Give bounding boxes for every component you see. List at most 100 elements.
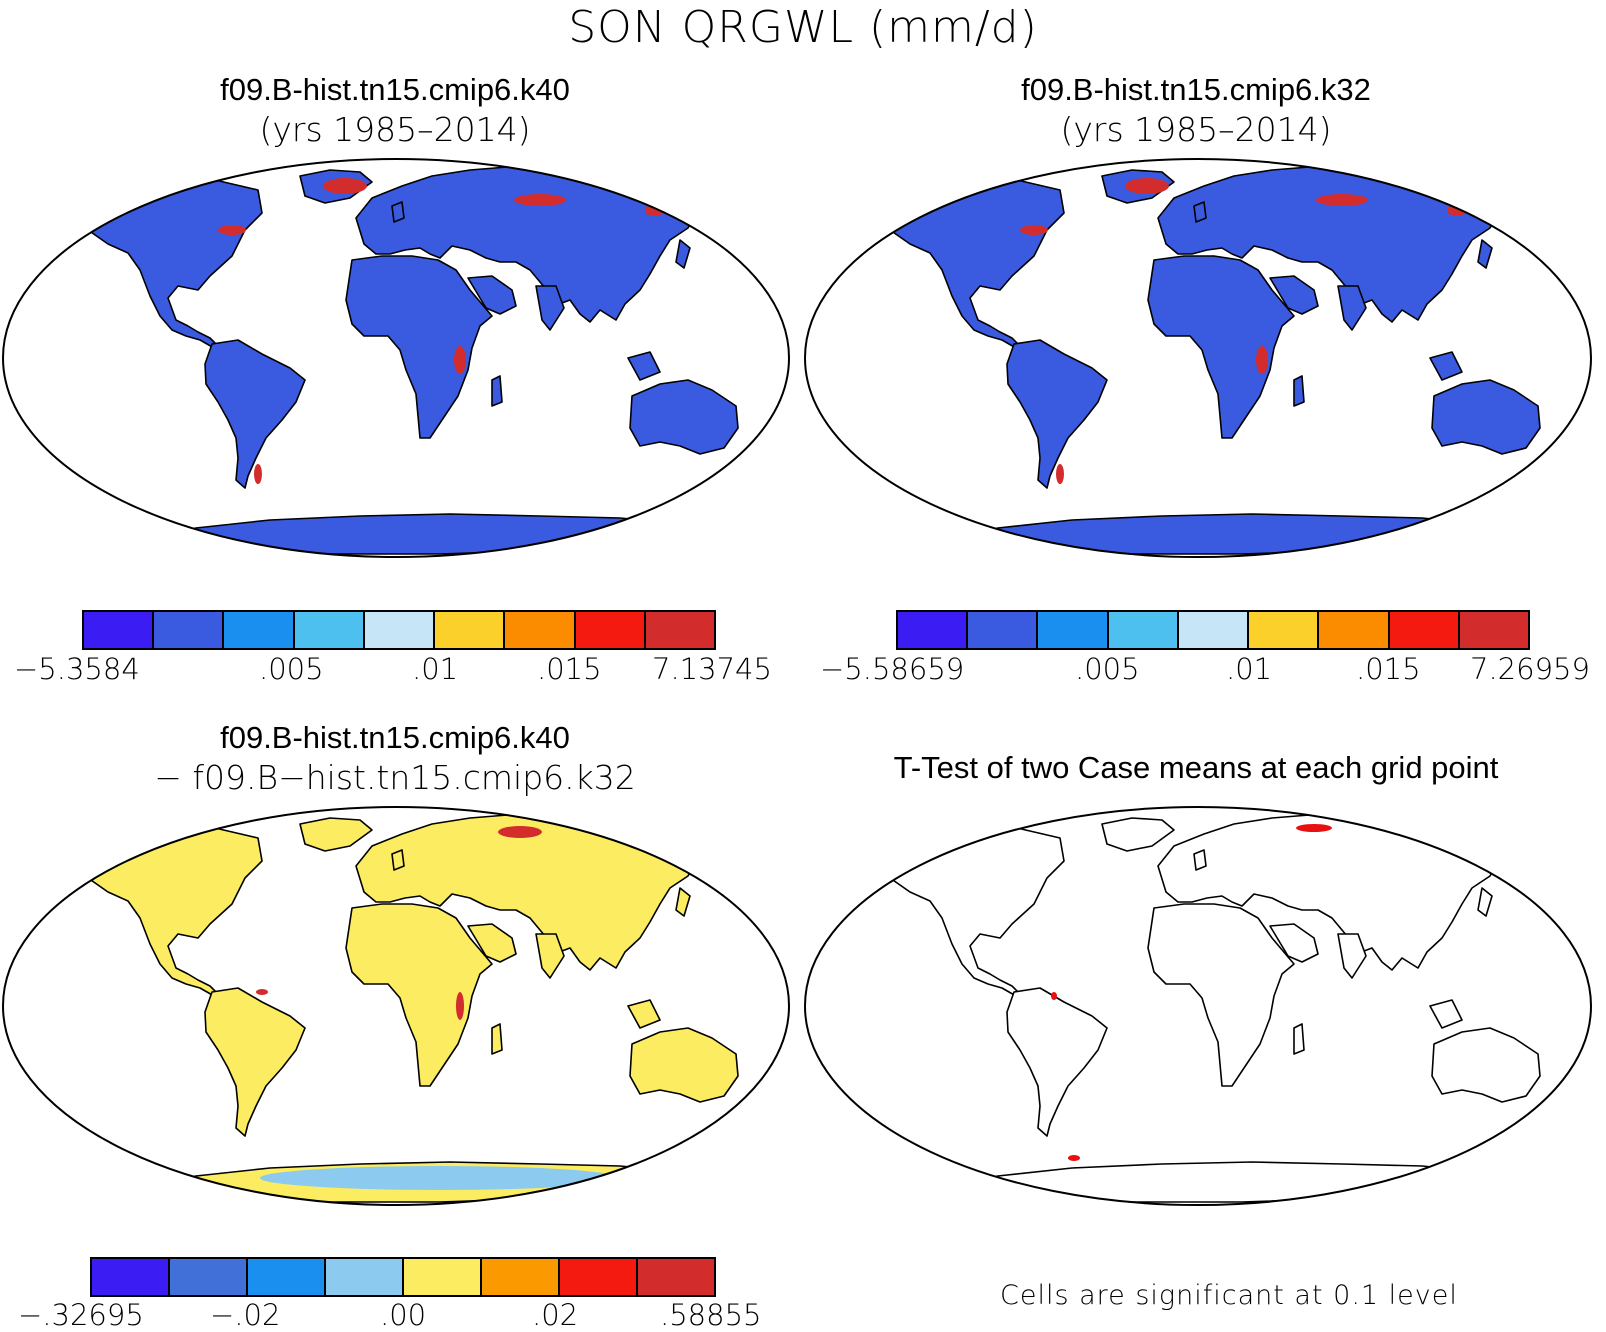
land-japan: [1477, 887, 1493, 917]
land-greenland: [299, 817, 373, 852]
land-australia: [629, 379, 739, 455]
map-panel-difference: [2, 806, 790, 1206]
colorbar-swatch: [575, 612, 646, 648]
hotspot-greenland: [1125, 178, 1169, 194]
colorbar-swatch: [638, 1259, 714, 1295]
land-newzealand: [765, 453, 779, 481]
land-northAmerica: [889, 179, 1065, 355]
hotspot-patagonia: [254, 464, 262, 484]
cb3-label-min: −.32695: [18, 1298, 144, 1332]
colorbar-swatch: [968, 612, 1039, 648]
land-arabia: [467, 275, 517, 315]
land-greenland: [1101, 817, 1175, 852]
cb1-label-min: −5.3584: [14, 652, 140, 686]
map-boundary: [2, 158, 790, 558]
land-australia: [1431, 379, 1541, 455]
land-antarctica: [951, 513, 1483, 555]
land-australia: [1431, 1027, 1541, 1103]
land-madagascar: [1293, 1023, 1305, 1055]
colorbar-swatch: [645, 612, 714, 648]
panel3-title-case: f09.B-hist.tn15.cmip6.k40: [220, 720, 570, 755]
colorbar-swatch: [505, 612, 576, 648]
hotspot-east-africa: [454, 346, 466, 374]
panel2-title-years: (yrs 1985–2014): [1060, 110, 1332, 149]
land-india: [535, 933, 565, 979]
land-antarctica: [149, 513, 681, 555]
colorbar-swatch: [84, 612, 155, 648]
land-japan: [675, 887, 691, 917]
land-southAmerica: [1006, 339, 1108, 489]
colorbar-swatch: [170, 1259, 248, 1295]
colorbar-swatch: [294, 612, 365, 648]
land-africa: [1147, 903, 1295, 1087]
land-borneo: [627, 351, 661, 381]
land-africa: [345, 903, 493, 1087]
cb3-label-02: .02: [532, 1298, 579, 1332]
cb1-label-01: .01: [412, 652, 459, 686]
cb3-label-00: .00: [380, 1298, 427, 1332]
hotspot-siberia: [498, 826, 542, 838]
cb1-label-005: .005: [259, 652, 324, 686]
land-britain: [1193, 849, 1207, 871]
land-madagascar: [491, 1023, 503, 1055]
land-arabia: [467, 923, 517, 963]
land-borneo: [627, 999, 661, 1029]
cb2-label-min: −5.58659: [820, 652, 965, 686]
land-madagascar: [1293, 375, 1305, 407]
panel3-title-minus: − f09.B−hist.tn15.cmip6.k32: [154, 758, 636, 797]
land-britain: [391, 201, 405, 223]
land-antarctica: [951, 1161, 1483, 1203]
land-arabia: [1269, 275, 1319, 315]
figure-title: SON QRGWL (mm/d): [568, 2, 1038, 53]
land-australia: [629, 1027, 739, 1103]
colorbar-k40: [82, 610, 716, 650]
cb2-label-01: .01: [1226, 652, 1273, 686]
panel3-title: f09.B-hist.tn15.cmip6.k40 − f09.B−hist.t…: [0, 718, 790, 798]
cb1-label-max: 7.13745: [652, 652, 772, 686]
map-panel-k40: [2, 158, 790, 558]
land-newzealand: [1567, 1101, 1581, 1129]
land-newzealand: [765, 1101, 779, 1129]
land-borneo: [1429, 999, 1463, 1029]
panel1-title-case: f09.B-hist.tn15.cmip6.k40: [220, 72, 570, 107]
land-arabia: [1269, 923, 1319, 963]
land-southAmerica: [1006, 987, 1108, 1137]
colorbar-swatch: [898, 612, 969, 648]
hotspot-siberia: [514, 194, 566, 206]
colorbar-swatch: [364, 612, 436, 648]
land-northAmerica: [87, 179, 263, 355]
cb2-label-015: .015: [1356, 652, 1421, 686]
antarctic-variation: [260, 1166, 620, 1190]
colorbar-swatch: [1319, 612, 1390, 648]
colorbar-swatch: [1108, 612, 1179, 648]
significance-footnote: Cells are significant at 0.1 level: [1000, 1280, 1458, 1311]
hotspot-siberia: [1316, 194, 1368, 206]
cb2-label-max: 7.26959: [1470, 652, 1590, 686]
land-newzealand: [1567, 453, 1581, 481]
land-india: [535, 285, 565, 331]
hotspot-hudson: [1020, 225, 1048, 235]
colorbar-swatch: [326, 1259, 404, 1295]
colorbar-k32: [896, 610, 1530, 650]
hotspot-greenland: [323, 178, 367, 194]
land-india: [1337, 933, 1367, 979]
significant-siberia: [1296, 824, 1332, 832]
cb3-label-neg02: −.02: [210, 1298, 281, 1332]
land-borneo: [1429, 351, 1463, 381]
colorbar-swatch: [435, 612, 506, 648]
land-japan: [675, 239, 691, 269]
colorbar-swatch: [482, 1259, 560, 1295]
colorbar-difference: [90, 1257, 716, 1297]
land-southAmerica: [204, 339, 306, 489]
colorbar-swatch: [1178, 612, 1250, 648]
land-africa: [345, 255, 493, 439]
land-japan: [1477, 239, 1493, 269]
map-panel-ttest: [804, 806, 1592, 1206]
map-boundary: [804, 158, 1592, 558]
panel4-title: T-Test of two Case means at each grid po…: [796, 748, 1596, 788]
cb1-label-015: .015: [537, 652, 602, 686]
colorbar-swatch: [1038, 612, 1109, 648]
land-northAmerica: [87, 827, 263, 1003]
significant-antarctic-peninsula: [1068, 1155, 1080, 1161]
colorbar-swatch: [154, 612, 225, 648]
